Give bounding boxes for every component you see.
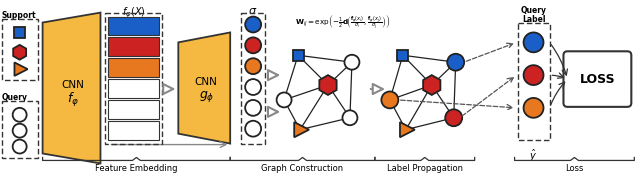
Circle shape	[245, 100, 261, 116]
Text: $\hat{y}$: $\hat{y}$	[529, 147, 538, 164]
Text: Support: Support	[2, 11, 36, 20]
Bar	[108, 100, 159, 119]
Text: Label: Label	[522, 14, 545, 24]
Text: Query: Query	[520, 6, 547, 15]
Circle shape	[245, 58, 261, 74]
Polygon shape	[319, 75, 337, 95]
Circle shape	[447, 54, 464, 71]
Bar	[108, 37, 159, 56]
Text: CNN: CNN	[195, 77, 218, 87]
Text: Loss: Loss	[565, 165, 584, 173]
Bar	[106, 13, 163, 144]
Polygon shape	[423, 75, 440, 95]
Circle shape	[245, 37, 261, 53]
Circle shape	[524, 98, 543, 118]
Circle shape	[245, 79, 261, 95]
Bar	[108, 79, 159, 98]
FancyBboxPatch shape	[563, 51, 631, 107]
Text: LOSS: LOSS	[580, 72, 615, 86]
Text: Query: Query	[2, 93, 28, 102]
Bar	[2, 19, 38, 80]
Polygon shape	[400, 122, 415, 137]
Text: Graph Construction: Graph Construction	[262, 165, 344, 173]
Text: Feature Embedding: Feature Embedding	[95, 165, 178, 173]
Bar	[14, 27, 25, 38]
Circle shape	[344, 55, 360, 70]
Text: $f_\varphi$: $f_\varphi$	[67, 91, 79, 109]
Circle shape	[276, 93, 292, 107]
Bar	[292, 50, 303, 61]
Polygon shape	[179, 32, 230, 144]
Circle shape	[524, 65, 543, 85]
Bar	[108, 121, 159, 140]
Bar	[397, 50, 408, 61]
Text: $\mathbf{W}_{ij}=\exp\!\left(-\frac{1}{2}\mathbf{d}\!\left(\frac{\mathbf{f}_\var: $\mathbf{W}_{ij}=\exp\!\left(-\frac{1}{2…	[295, 14, 390, 32]
Text: $g_\phi$: $g_\phi$	[198, 90, 214, 104]
Text: $\sigma$: $\sigma$	[248, 6, 258, 16]
Text: Label Propagation: Label Propagation	[387, 165, 463, 173]
Text: CNN: CNN	[61, 80, 84, 90]
Circle shape	[13, 140, 27, 154]
Circle shape	[13, 108, 27, 122]
Bar	[241, 13, 265, 144]
Circle shape	[524, 32, 543, 52]
Bar	[2, 101, 38, 158]
Bar	[108, 58, 159, 77]
Circle shape	[445, 109, 462, 126]
Bar	[108, 17, 159, 35]
Polygon shape	[294, 122, 309, 137]
Circle shape	[13, 124, 27, 138]
Polygon shape	[15, 62, 28, 76]
Polygon shape	[43, 13, 100, 163]
Text: $f_\varphi(X)$: $f_\varphi(X)$	[122, 6, 145, 20]
Polygon shape	[13, 45, 26, 60]
Bar	[518, 23, 550, 140]
Circle shape	[381, 91, 398, 108]
Circle shape	[342, 110, 357, 125]
Circle shape	[245, 121, 261, 137]
Circle shape	[245, 17, 261, 32]
